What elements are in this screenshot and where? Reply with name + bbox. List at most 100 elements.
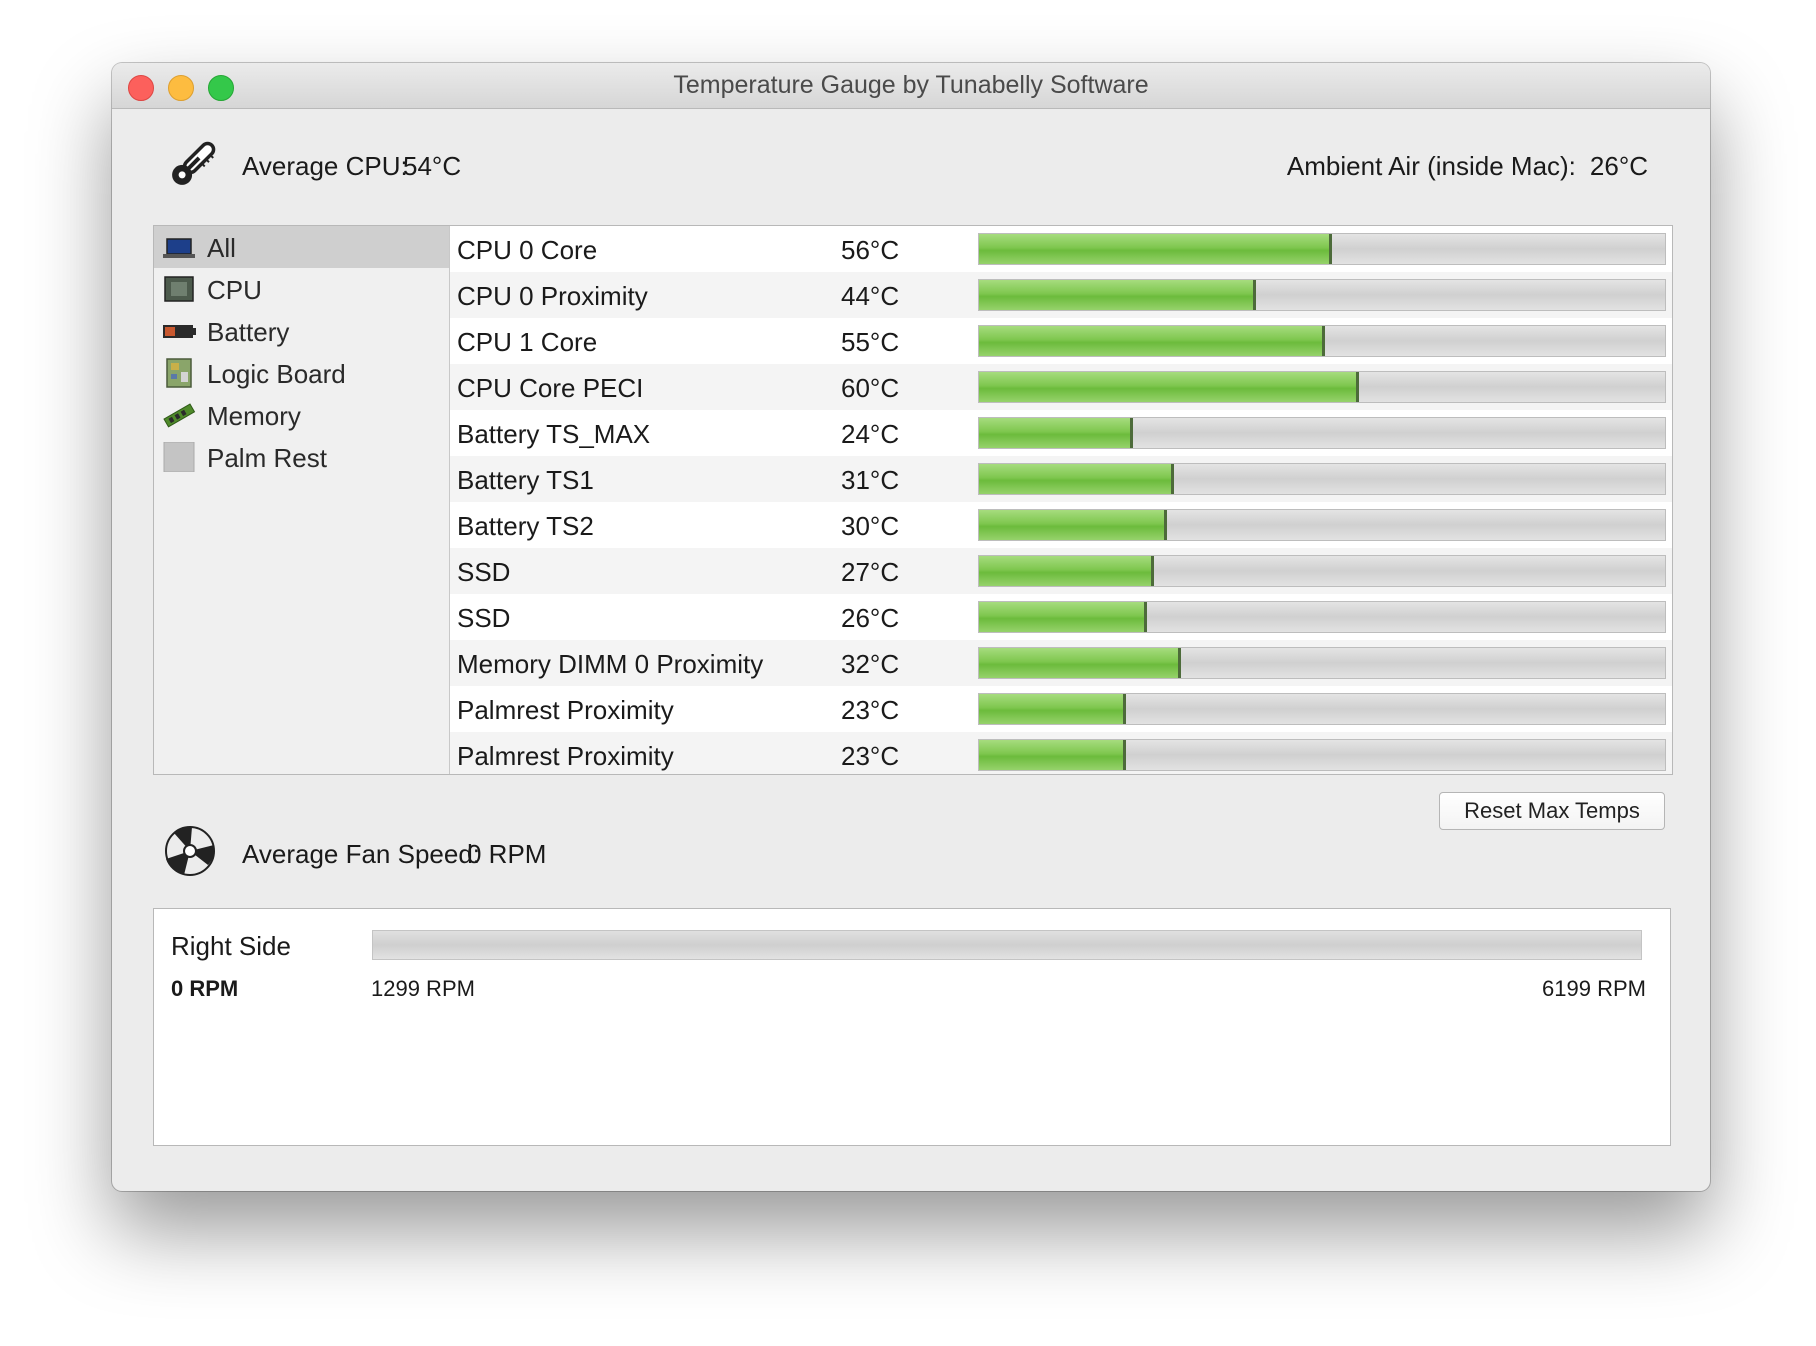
temperature-bar-fill xyxy=(979,326,1325,356)
sensor-temperature: 26°C xyxy=(841,603,900,633)
fan-icon xyxy=(165,826,215,876)
sensor-row[interactable]: SSD 26°C xyxy=(450,594,1672,640)
thermometer-icon xyxy=(172,141,216,185)
sensor-name: Battery TS1 xyxy=(457,465,594,495)
temperature-bar xyxy=(978,739,1666,771)
temperature-bar-fill xyxy=(979,556,1154,586)
battery-icon xyxy=(163,325,196,338)
sidebar-item-label: Palm Rest xyxy=(207,443,327,473)
temperature-bar-fill xyxy=(979,740,1127,770)
ambient-air-label: Ambient Air (inside Mac): xyxy=(1286,151,1576,181)
close-button[interactable] xyxy=(128,75,154,101)
sensor-row[interactable]: CPU 1 Core 55°C xyxy=(450,318,1672,364)
sidebar-item-all[interactable]: All xyxy=(154,226,449,268)
temperature-bar-fill xyxy=(979,648,1181,678)
sensor-temperature: 27°C xyxy=(841,557,900,587)
temperature-bar xyxy=(978,509,1666,541)
sensor-temperature: 24°C xyxy=(841,419,900,449)
palm-rest-icon xyxy=(163,442,195,472)
average-fan-label: Average Fan Speed: xyxy=(242,839,481,869)
sensor-temperature: 23°C xyxy=(841,741,900,771)
sidebar-item-battery[interactable]: Battery xyxy=(154,310,449,352)
fan-max-rpm: 6199 RPM xyxy=(1542,976,1646,1001)
sidebar-item-label: CPU xyxy=(207,275,262,305)
sensor-row[interactable]: Battery TS1 31°C xyxy=(450,456,1672,502)
sensor-name: SSD xyxy=(457,603,511,633)
sidebar-item-memory[interactable]: Memory xyxy=(154,394,449,436)
fan-panel: Right Side 0 RPM 1299 RPM 6199 RPM xyxy=(153,908,1671,1146)
sensor-row[interactable]: CPU Core PECI 60°C xyxy=(450,364,1672,410)
sensor-row[interactable]: Palmrest Proximity 23°C xyxy=(450,732,1672,774)
average-cpu-value: 54°C xyxy=(403,151,462,181)
temperature-bar-fill xyxy=(979,464,1175,494)
title-bar: Temperature Gauge by Tunabelly Software xyxy=(112,63,1710,109)
sensor-row[interactable]: Battery TS2 30°C xyxy=(450,502,1672,548)
temperature-bar xyxy=(978,417,1666,449)
temperature-bar-fill xyxy=(979,234,1332,264)
temperature-bar-fill xyxy=(979,694,1127,724)
temperature-bar xyxy=(978,647,1666,679)
temperature-bar xyxy=(978,463,1666,495)
temperature-bar xyxy=(978,371,1666,403)
temperature-bar xyxy=(978,693,1666,725)
average-fan-value: 0 RPM xyxy=(467,839,547,869)
average-cpu-label: Average CPU: xyxy=(242,151,408,181)
sensor-temperature: 31°C xyxy=(841,465,900,495)
memory-stick-icon xyxy=(163,403,196,428)
macbook-icon xyxy=(163,238,195,258)
sensor-row[interactable]: CPU 0 Core 56°C xyxy=(450,226,1672,272)
logic-board-icon xyxy=(166,358,192,388)
zoom-button[interactable] xyxy=(208,75,234,101)
sidebar-item-label: Battery xyxy=(207,317,290,347)
reset-max-temps-button[interactable]: Reset Max Temps xyxy=(1439,792,1665,830)
sensor-name: CPU 1 Core xyxy=(457,327,598,357)
sidebar-item-cpu[interactable]: CPU xyxy=(154,268,449,310)
fan-speed-bar xyxy=(372,930,1642,960)
window-title: Temperature Gauge by Tunabelly Software xyxy=(673,71,1149,99)
temperature-bar-fill xyxy=(979,280,1257,310)
temperature-bar xyxy=(978,279,1666,311)
sidebar-item-label: All xyxy=(207,233,236,263)
temperature-bar-fill xyxy=(979,372,1360,402)
sensor-temperature: 60°C xyxy=(841,373,900,403)
sensor-temperature: 55°C xyxy=(841,327,900,357)
sensor-name: Palmrest Proximity xyxy=(457,695,674,725)
fan-current-rpm: 0 RPM xyxy=(171,976,239,1001)
sensor-row[interactable]: CPU 0 Proximity 44°C xyxy=(450,272,1672,318)
sensor-list: CPU 0 Core 56°C CPU 0 Proximity 44°C CPU 1 C… xyxy=(450,226,1672,774)
sensor-row[interactable]: Palmrest Proximity 23°C xyxy=(450,686,1672,732)
sensor-name: CPU Core PECI xyxy=(457,373,644,403)
sensor-temperature: 30°C xyxy=(841,511,900,541)
sidebar-item-label: Memory xyxy=(207,401,301,431)
minimize-button[interactable] xyxy=(168,75,194,101)
ambient-air-readout: Ambient Air (inside Mac): 26°C xyxy=(1287,151,1648,182)
sensor-row[interactable]: Memory DIMM 0 Proximity 32°C xyxy=(450,640,1672,686)
sidebar-item-label: Logic Board xyxy=(207,359,346,389)
sensor-name: Battery TS_MAX xyxy=(457,419,651,449)
app-window: Temperature Gauge by Tunabelly Software … xyxy=(112,63,1710,1191)
sensor-name: Memory DIMM 0 Proximity xyxy=(457,649,764,679)
temperature-bar-fill xyxy=(979,602,1147,632)
sensor-row[interactable]: SSD 27°C xyxy=(450,548,1672,594)
sidebar-item-logic-board[interactable]: Logic Board xyxy=(154,352,449,394)
temperature-bar xyxy=(978,555,1666,587)
sensor-name: SSD xyxy=(457,557,511,587)
sensor-panel: All CPU Battery xyxy=(153,225,1673,775)
sensor-temperature: 56°C xyxy=(841,235,900,265)
temperature-bar-fill xyxy=(979,418,1133,448)
sensor-temperature: 23°C xyxy=(841,695,900,725)
sensor-temperature: 32°C xyxy=(841,649,900,679)
cpu-chip-icon xyxy=(164,276,194,302)
sidebar-item-palm-rest[interactable]: Palm Rest xyxy=(154,436,449,478)
fan-name: Right Side xyxy=(171,931,291,961)
fan-min-rpm: 1299 RPM xyxy=(371,976,475,1001)
sensor-name: Palmrest Proximity xyxy=(457,741,674,771)
ambient-air-value: 26°C xyxy=(1589,151,1648,181)
sensor-name: Battery TS2 xyxy=(457,511,594,541)
sensor-category-sidebar: All CPU Battery xyxy=(154,226,450,774)
temperature-bar xyxy=(978,233,1666,265)
temperature-bar-fill xyxy=(979,510,1168,540)
sensor-row[interactable]: Battery TS_MAX 24°C xyxy=(450,410,1672,456)
temperature-bar xyxy=(978,601,1666,633)
sensor-name: CPU 0 Core xyxy=(457,235,598,265)
